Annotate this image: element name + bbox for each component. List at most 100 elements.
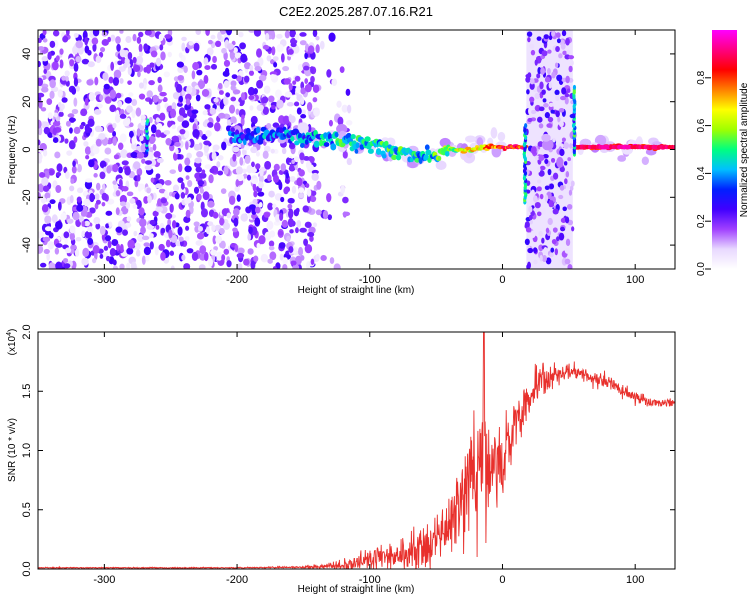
noise-cell [170, 108, 177, 118]
band-cell [525, 227, 532, 233]
noise-cell [281, 219, 288, 228]
band-cell [559, 148, 565, 157]
spectrogram-x-ticks: -300 -200 -100 0 100 [93, 30, 644, 286]
band-cell [544, 112, 550, 119]
band-cell [539, 165, 546, 171]
noise-cell [267, 202, 274, 211]
noise-cell [258, 174, 264, 184]
noise-cell [69, 194, 74, 204]
noise-cell [276, 33, 283, 39]
noise-cell [297, 63, 304, 72]
noise-cell [95, 199, 101, 205]
band-cell [558, 194, 564, 200]
noise-cell [38, 119, 42, 129]
noise-cell [309, 195, 317, 203]
noise-cell [148, 98, 153, 105]
noise-cell [155, 117, 160, 123]
spectrogram-y-ticks: -40 -20 0 20 40 [21, 48, 675, 253]
noise-cell [75, 40, 84, 49]
noise-cell [152, 143, 157, 151]
noise-cell [312, 97, 318, 103]
band-cell [570, 180, 575, 187]
snr-y-axis-label: SNR (10 * v/v) [7, 418, 18, 482]
noise-cell [115, 92, 122, 99]
noise-cell [106, 165, 112, 174]
noise-cell [270, 104, 276, 110]
noise-cell [140, 143, 147, 153]
noise-cell [139, 51, 144, 57]
noise-cell [44, 192, 51, 199]
noise-cell [62, 35, 69, 43]
noise-cell [279, 212, 284, 222]
noise-cell [299, 40, 307, 46]
noise-cell [248, 95, 255, 100]
noise-cell [76, 187, 84, 194]
noise-cell [47, 51, 52, 61]
colorbar-tick-label: 0.2 [696, 214, 707, 228]
band-cell [568, 189, 573, 196]
band-cell [557, 116, 561, 123]
noise-cell [46, 98, 53, 106]
snr-panel: -300 -200 -100 0 100 0.0 0.5 1.0 1.5 2.0 Height … [6, 324, 676, 595]
noise-cell [41, 121, 50, 129]
noise-cell [269, 230, 276, 238]
noise-cell [293, 101, 300, 107]
noise-cell [193, 186, 200, 194]
band-cell [565, 75, 570, 84]
noise-cell [232, 227, 238, 233]
band-cell [548, 35, 553, 41]
noise-cell [268, 245, 275, 251]
noise-cell [205, 226, 211, 235]
noise-cell [194, 225, 200, 233]
noise-cell [159, 44, 164, 51]
noise-cell [113, 69, 122, 79]
noise-cell [83, 141, 89, 147]
noise-cell [55, 261, 63, 269]
band-cell [570, 59, 574, 66]
y-tick-label: 1.5 [21, 384, 33, 399]
noise-cell [213, 122, 221, 132]
noise-cell [178, 107, 186, 117]
noise-cell [299, 227, 307, 233]
noise-cell [148, 116, 153, 124]
noise-cell [171, 102, 177, 111]
noise-cell [291, 185, 297, 194]
noise-cell [205, 130, 212, 138]
noise-cell [73, 62, 79, 72]
noise-cell [88, 92, 95, 102]
noise-cell [238, 31, 244, 38]
y-tick-label: 0 [21, 146, 33, 152]
trace-halo [464, 135, 477, 143]
noise-cell [128, 122, 134, 128]
noise-cell [228, 195, 236, 206]
band-cell [564, 93, 570, 98]
snr-y-ticks: 0.0 0.5 1.0 1.5 2.0 [21, 324, 675, 577]
noise-cell [208, 174, 214, 184]
noise-cell [234, 244, 239, 253]
band-cell [548, 199, 553, 208]
noise-cell [253, 30, 262, 37]
noise-cell [232, 47, 238, 54]
noise-cell [73, 126, 81, 134]
noise-cell [164, 179, 172, 186]
noise-cell [170, 265, 175, 269]
noise-cell [149, 62, 155, 68]
noise-cell [230, 116, 237, 124]
noise-cell [208, 257, 213, 267]
noise-cell [179, 128, 186, 135]
band-cell [567, 157, 572, 162]
band-cell [543, 103, 549, 108]
noise-cell [207, 121, 214, 128]
noise-cell [244, 155, 251, 164]
noise-cell [267, 258, 273, 264]
noise-cell [196, 69, 203, 76]
noise-cell [306, 188, 312, 197]
noise-cell [41, 56, 49, 62]
noise-cell [316, 180, 322, 190]
band-cell [537, 166, 541, 173]
noise-cell [199, 245, 207, 255]
noise-cell [254, 65, 262, 72]
noise-cell [280, 163, 287, 172]
noise-cell [102, 72, 109, 81]
noise-cell [273, 220, 281, 226]
